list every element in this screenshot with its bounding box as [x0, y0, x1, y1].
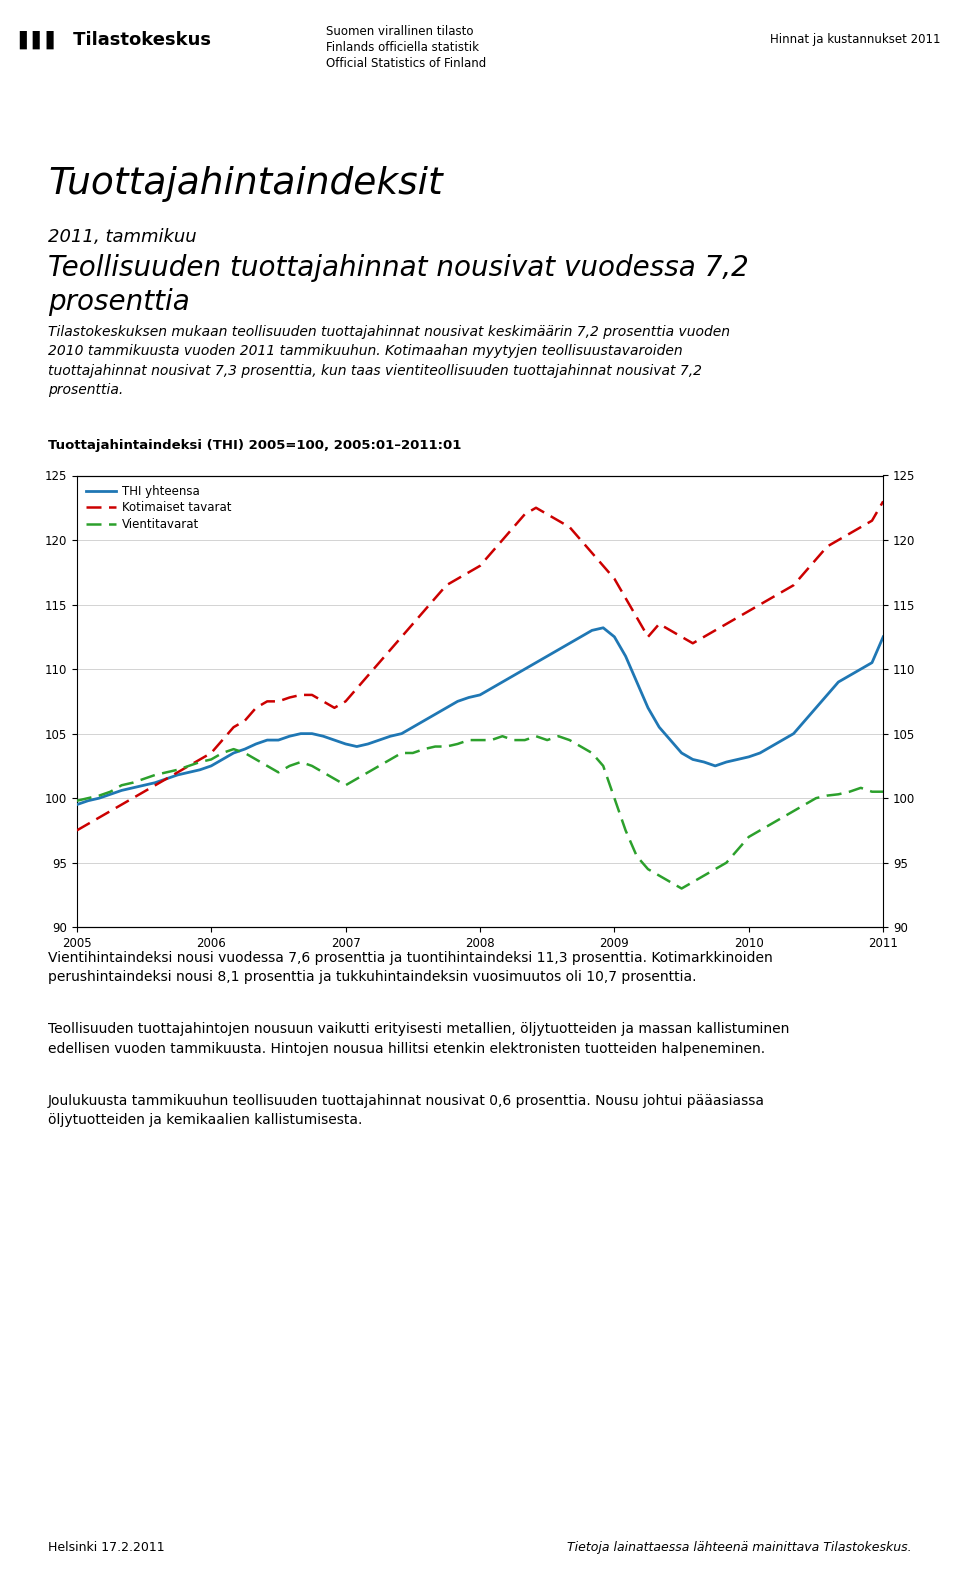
Text: Tuottajahintaindeksit: Tuottajahintaindeksit — [48, 166, 443, 203]
Text: ▌▌▌  Tilastokeskus: ▌▌▌ Tilastokeskus — [19, 30, 211, 49]
Text: Hinnat ja kustannukset 2011: Hinnat ja kustannukset 2011 — [770, 33, 941, 46]
Text: 2011, tammikuu: 2011, tammikuu — [48, 228, 197, 246]
Text: Teollisuuden tuottajahinnat nousivat vuodessa 7,2
prosenttia: Teollisuuden tuottajahinnat nousivat vuo… — [48, 254, 749, 315]
Text: Vientihintaindeksi nousi vuodessa 7,6 prosenttia ja tuontihintaindeksi 11,3 pros: Vientihintaindeksi nousi vuodessa 7,6 pr… — [48, 951, 773, 984]
Text: Official Statistics of Finland: Official Statistics of Finland — [326, 57, 487, 70]
Text: Finlands officiella statistik: Finlands officiella statistik — [326, 41, 479, 54]
Text: Helsinki 17.2.2011: Helsinki 17.2.2011 — [48, 1541, 164, 1553]
Text: Teollisuuden tuottajahintojen nousuun vaikutti erityisesti metallien, öljytuotte: Teollisuuden tuottajahintojen nousuun va… — [48, 1022, 789, 1056]
Text: Tuottajahintaindeksi (THI) 2005=100, 2005:01–2011:01: Tuottajahintaindeksi (THI) 2005=100, 200… — [48, 439, 462, 452]
Text: Suomen virallinen tilasto: Suomen virallinen tilasto — [326, 25, 474, 38]
Text: Joulukuusta tammikuuhun teollisuuden tuottajahinnat nousivat 0,6 prosenttia. Nou: Joulukuusta tammikuuhun teollisuuden tuo… — [48, 1094, 765, 1127]
Text: Tilastokeskuksen mukaan teollisuuden tuottajahinnat nousivat keskimäärin 7,2 pro: Tilastokeskuksen mukaan teollisuuden tuo… — [48, 325, 730, 398]
Text: Tietoja lainattaessa lähteenä mainittava Tilastokeskus.: Tietoja lainattaessa lähteenä mainittava… — [567, 1541, 912, 1553]
Legend: THI yhteensa, Kotimaiset tavarat, Vientitavarat: THI yhteensa, Kotimaiset tavarat, Vienti… — [83, 482, 234, 534]
